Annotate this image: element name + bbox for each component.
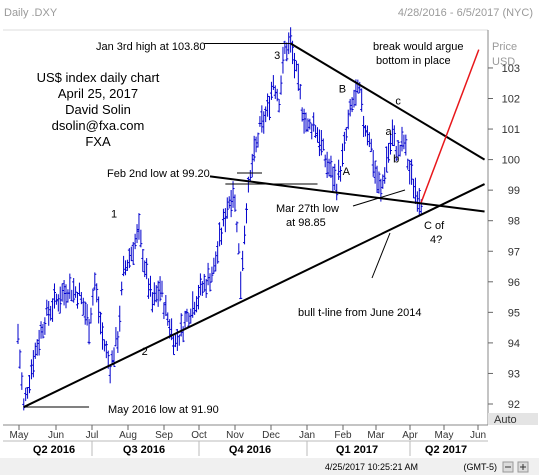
annotation-mar-low-line1: Mar 27th low (276, 203, 339, 215)
x-tick-label: Oct (191, 430, 207, 441)
y-tick-label: 96 (508, 277, 520, 289)
y-tick-label: 95 (508, 307, 520, 319)
y-tick-label: 98 (508, 216, 520, 228)
time-axis-ticks: May Jun Jul Aug Sep Oct Nov Dec Jan Feb Mar Apr May J… (10, 425, 486, 441)
x-tick-label: Jun (470, 430, 486, 441)
quarter-label: Q2 2016 (33, 444, 75, 456)
wave-label: c (395, 96, 401, 108)
annotation-bull-tline: bull t-line from June 2014 (298, 307, 422, 319)
quarter-label: Q4 2016 (229, 444, 271, 456)
y-tick-label: 93 (508, 368, 520, 380)
x-tick-label: May (435, 430, 454, 441)
auto-scale-label[interactable]: Auto (494, 414, 517, 426)
y-tick-label: 100 (502, 155, 520, 167)
wave-label: 1 (111, 209, 117, 221)
pointer-mar-low (352, 189, 406, 207)
annotation-break-line2: bottom in place (376, 55, 451, 67)
price-axis-currency: USD (492, 56, 515, 68)
projection-line (420, 49, 480, 203)
x-tick-label: Sep (155, 430, 173, 441)
info-line2: April 25, 2017 (58, 86, 138, 101)
chart-title: Daily .DXY (4, 7, 58, 19)
trendlines (23, 42, 486, 408)
price-bars (16, 27, 423, 411)
wave-label: 3 (274, 50, 280, 62)
wave-label: a (385, 126, 392, 138)
status-bar (0, 458, 539, 475)
price-axis-title: Price (492, 41, 517, 53)
y-tick-label: 94 (508, 338, 520, 350)
wave-label: 2 (142, 346, 148, 358)
status-timezone: (GMT-5) (464, 462, 498, 472)
x-tick-label: Apr (402, 430, 418, 441)
wave-label: B (339, 83, 346, 95)
y-tick-label: 92 (508, 399, 520, 411)
trendline (23, 183, 485, 408)
y-tick-label: 103 (502, 63, 520, 75)
info-line4: dsolin@fxa.com (52, 118, 145, 133)
x-tick-label: Feb (334, 430, 352, 441)
x-tick-label: May (10, 430, 29, 441)
quarter-label: Q2 2017 (425, 444, 467, 456)
auto-scale-box[interactable] (488, 413, 538, 425)
x-tick-label: Jun (48, 430, 64, 441)
wave-label: A (343, 166, 351, 178)
x-tick-label: Dec (262, 430, 280, 441)
annotation-may-low: May 2016 low at 91.90 (108, 404, 219, 416)
x-tick-label: Jul (86, 430, 99, 441)
trendline (290, 42, 486, 161)
y-tick-label: 99 (508, 185, 520, 197)
info-line1: US$ index daily chart (37, 70, 160, 85)
annotation-c4-line2: 4? (430, 234, 442, 246)
quarter-labels: Q2 2016 Q3 2016 Q4 2016 Q1 2017 Q2 2017 (33, 441, 467, 456)
x-tick-label: Aug (119, 430, 137, 441)
annotation-c4-line1: C of (424, 220, 445, 232)
wave-label: b (393, 154, 399, 166)
wave-labels: 1 2 3 B Ac a b (111, 50, 401, 358)
annotation-jan-high: Jan 3rd high at 103.80 (96, 41, 205, 53)
trendline (209, 175, 485, 213)
pointer-bull-tline (371, 232, 391, 279)
info-line5: FXA (85, 134, 111, 149)
quarter-label: Q3 2016 (123, 444, 165, 456)
annotation-mar-low-line2: at 98.85 (286, 217, 326, 229)
y-tick-label: 101 (502, 124, 520, 136)
x-tick-label: Mar (367, 430, 385, 441)
x-tick-label: Jan (299, 430, 315, 441)
info-line3: David Solin (65, 102, 131, 117)
price-axis-ticks: 92 93 94 95 96 97 98 99 100 101 102 103 (488, 63, 520, 411)
status-timestamp: 4/25/2017 10:25:21 AM (325, 462, 418, 472)
y-tick-label: 102 (502, 94, 520, 106)
annotation-break-line1: break would argue (373, 41, 464, 53)
x-tick-label: Nov (226, 430, 244, 441)
annotation-feb-low: Feb 2nd low at 99.20 (107, 168, 210, 180)
y-tick-label: 97 (508, 246, 520, 258)
date-range: 4/28/2016 - 6/5/2017 (NYC) (398, 7, 533, 19)
quarter-label: Q1 2017 (336, 444, 378, 456)
